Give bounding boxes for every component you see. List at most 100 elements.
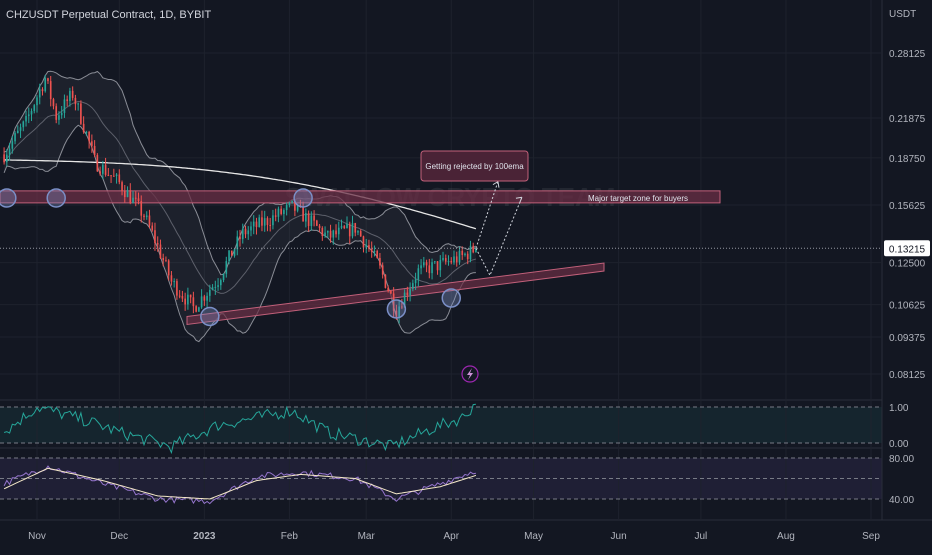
candle-body (44, 78, 47, 92)
candle-body (140, 201, 143, 216)
candle-body (110, 175, 112, 177)
candle-body (11, 141, 14, 149)
candle-body (472, 245, 475, 253)
candle-body (316, 220, 318, 226)
candle-body (165, 260, 167, 262)
candle-body (217, 285, 219, 287)
price-axis-tick-label: 0.18750 (889, 154, 926, 165)
candle-body (263, 218, 266, 226)
rejection-callout (420, 150, 529, 182)
candle-body (25, 115, 27, 122)
candle-body (55, 106, 58, 120)
candle-body (203, 296, 206, 301)
touch-point-marker (0, 188, 17, 208)
candle-body (384, 274, 387, 288)
candle-body (112, 175, 115, 177)
candle-body (247, 230, 250, 235)
oscillator-axis-tick-label: 1.00 (889, 403, 909, 414)
time-axis-tick-label: Aug (777, 531, 795, 542)
candle-body (148, 215, 151, 226)
time-axis-tick-label: Sep (862, 531, 880, 542)
candle-body (239, 236, 241, 240)
candle-body (170, 275, 173, 282)
candle-body (318, 225, 321, 228)
candle-body (401, 306, 403, 308)
candle-body (33, 105, 36, 112)
candle-body (310, 215, 313, 226)
candle-body (354, 223, 357, 233)
candle-body (85, 131, 88, 133)
candle-body (348, 223, 351, 237)
candle-body (425, 262, 428, 266)
time-axis-tick-label: Apr (443, 531, 459, 542)
candle-body (145, 215, 148, 218)
candle-body (16, 130, 19, 134)
candle-body (184, 298, 186, 305)
candle-body (121, 182, 123, 191)
candle-body (99, 171, 101, 174)
candle-body (392, 293, 395, 311)
candle-body (261, 217, 263, 226)
candle-body (19, 127, 22, 131)
candle-body (340, 226, 343, 228)
candle-body (453, 256, 455, 263)
candle-body (365, 245, 368, 248)
candle-body (346, 223, 348, 229)
candle-body (118, 174, 121, 183)
price-axis-tick-label: 0.09375 (889, 333, 926, 344)
candle-body (115, 174, 118, 177)
candle-body (93, 145, 96, 156)
price-axis-tick-label: 0.21875 (889, 114, 926, 125)
candle-body (307, 213, 310, 226)
stoch-axis-tick-label: 80.00 (889, 454, 914, 465)
candle-body (104, 164, 107, 175)
touch-point-marker (293, 188, 313, 208)
candle-body (321, 227, 324, 237)
candle-body (450, 261, 453, 263)
candle-body (291, 200, 293, 203)
candle-body (439, 259, 442, 271)
candle-body (469, 245, 472, 260)
support-trendline (186, 262, 605, 326)
candle-body (200, 296, 203, 308)
price-axis-tick-label: 0.10625 (889, 301, 926, 312)
candle-body (414, 279, 417, 284)
chart-title[interactable]: CHZUSDT Perpetual Contract, 1D, BYBIT (6, 9, 212, 21)
candle-body (455, 256, 458, 263)
time-axis-tick-label: 2023 (193, 531, 216, 542)
oscillator-line (3, 403, 476, 455)
time-axis-tick-label: Dec (110, 531, 128, 542)
candle-body (5, 154, 8, 163)
candle-body (324, 232, 326, 237)
candle-body (91, 141, 93, 146)
candle-body (206, 295, 208, 301)
candle-body (189, 294, 192, 298)
candle-body (3, 154, 5, 163)
candle-body (233, 249, 236, 256)
rejection-callout-text: Getting rejected by 100ema (425, 162, 524, 171)
candle-body (351, 223, 354, 237)
candle-body (176, 281, 178, 296)
candle-body (143, 215, 145, 218)
candle-body (370, 248, 373, 252)
candle-body (252, 221, 255, 227)
candle-body (458, 250, 461, 263)
candle-body (368, 245, 370, 249)
candle-body (390, 290, 392, 294)
candle-body (8, 148, 11, 155)
touch-point-marker (46, 188, 66, 208)
candle-body (280, 208, 282, 214)
currency-label: USDT (889, 9, 917, 20)
candle-body (277, 208, 280, 217)
candle-body (326, 230, 329, 233)
candle-body (444, 258, 447, 262)
bolt-glyph (467, 368, 473, 380)
candle-body (395, 310, 398, 318)
candle-body (335, 230, 337, 235)
candle-body (359, 231, 362, 237)
stoch-axis-tick-label: 40.00 (889, 495, 914, 506)
candle-body (283, 210, 285, 214)
price-axis-tick-label: 0.15625 (889, 201, 926, 212)
